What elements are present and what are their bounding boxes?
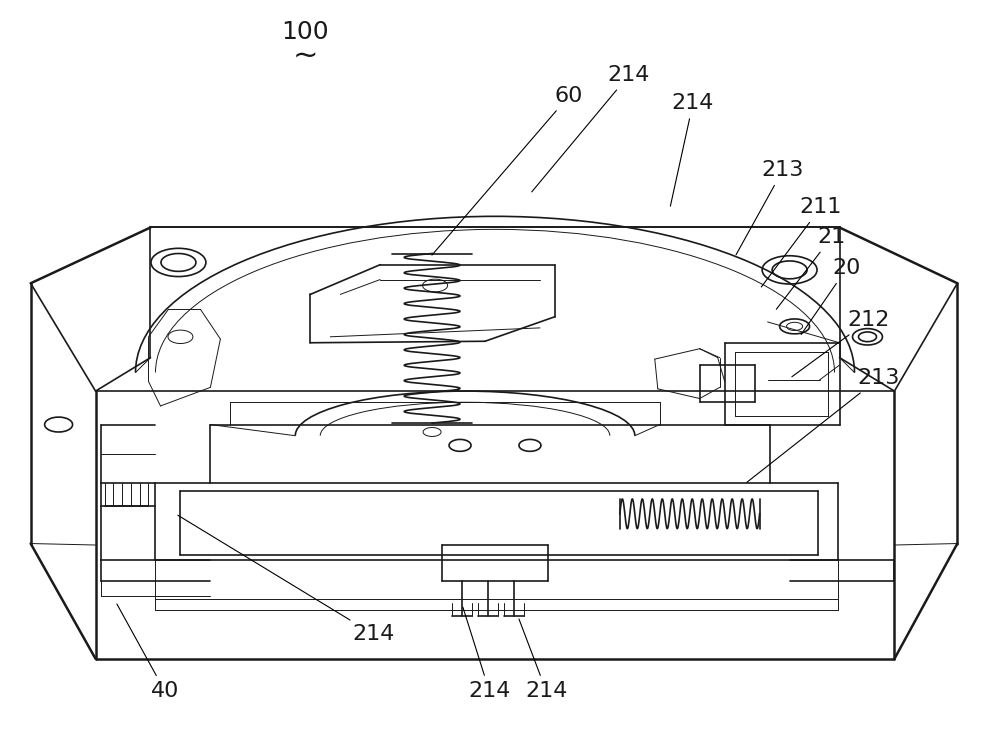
Text: 40: 40: [117, 604, 179, 701]
Text: 211: 211: [761, 197, 842, 287]
Text: 21: 21: [776, 227, 846, 309]
Text: 100: 100: [281, 20, 329, 44]
Text: 212: 212: [792, 311, 890, 377]
Text: ~: ~: [293, 41, 318, 70]
Text: 214: 214: [463, 607, 510, 701]
Text: 214: 214: [670, 93, 714, 206]
Text: 214: 214: [519, 619, 567, 701]
Text: 213: 213: [736, 160, 804, 255]
Text: 214: 214: [532, 65, 650, 192]
Text: 20: 20: [801, 259, 861, 335]
Text: 214: 214: [178, 516, 395, 644]
Text: 60: 60: [432, 86, 583, 255]
Text: 213: 213: [747, 369, 900, 482]
